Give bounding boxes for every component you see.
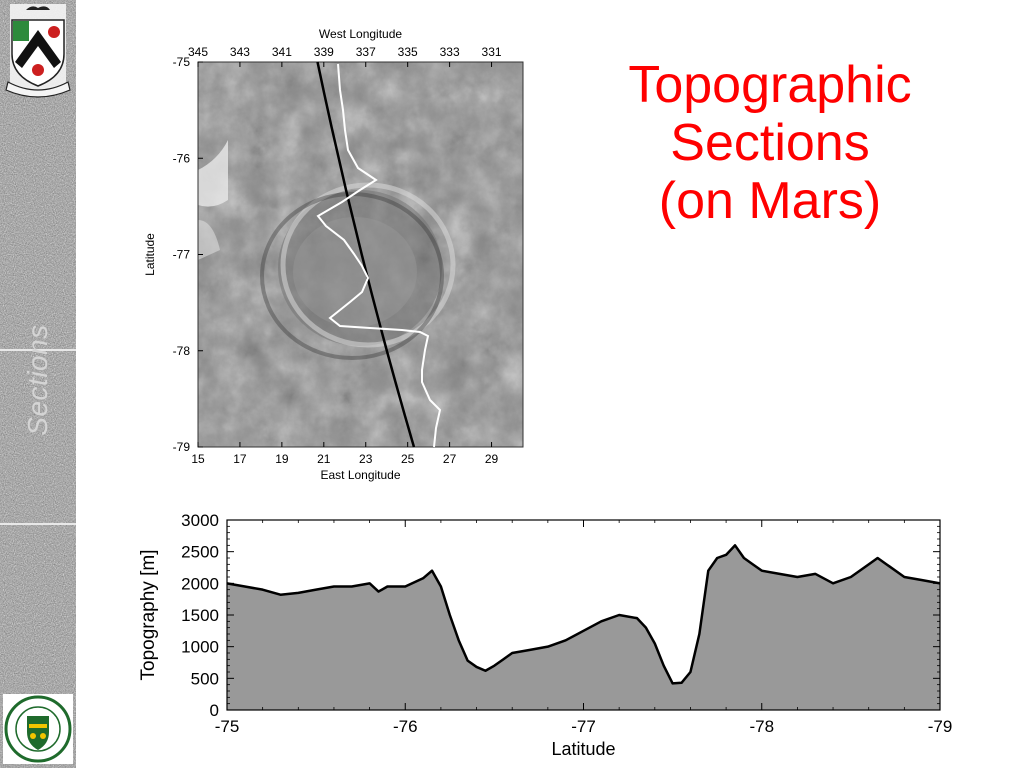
- map-y-tick-label: -79: [173, 440, 191, 454]
- map-x-tick-label: 19: [275, 452, 289, 466]
- title-line: (on Mars): [658, 172, 882, 230]
- crater-image-map: 15 17 19 21 23 25 27 29 345 343 341 339 337 335 333 331…: [143, 27, 524, 482]
- map-bottom-axis-title: East Longitude: [320, 468, 400, 482]
- profile-y-tick-label: 500: [191, 669, 219, 688]
- profile-y-tick-label: 1500: [181, 606, 219, 625]
- topography-profile-chart: 0 500 1000 1500 2000 2500 3000 -75 -76 -77 -78 -79 L…: [138, 511, 952, 759]
- profile-y-tick-label: 0: [210, 701, 219, 720]
- map-y-tick-label: -77: [173, 248, 191, 262]
- university-of-saskatchewan-logo: [3, 694, 73, 764]
- profile-y-axis-title: Topography [m]: [138, 550, 159, 681]
- profile-area: [227, 545, 940, 710]
- sidebar-divider: [0, 523, 76, 525]
- profile-x-tick-label: -78: [749, 717, 774, 736]
- map-top-tick-label: 337: [356, 45, 376, 59]
- map-top-tick-label: 343: [230, 45, 250, 59]
- profile-y-tick-label: 1000: [181, 638, 219, 657]
- slide-title: Topographic Sections (on Mars): [580, 56, 960, 230]
- title-line: Sections: [670, 114, 870, 172]
- map-y-axis-title: Latitude: [143, 233, 157, 276]
- map-top-tick-label: 331: [482, 45, 502, 59]
- map-x-tick-label: 27: [443, 452, 457, 466]
- track-line: [316, 61, 416, 448]
- profile-x-tick-label: -76: [393, 717, 418, 736]
- profile-x-tick-label: -79: [928, 717, 953, 736]
- map-x-tick-label: 23: [359, 452, 373, 466]
- profile-y-tick-label: 2000: [181, 574, 219, 593]
- sidebar-section-label: Sections: [22, 324, 53, 436]
- profile-line: [226, 544, 941, 685]
- profile-x-axis-title: Latitude: [551, 739, 615, 759]
- map-x-tick-label: 25: [401, 452, 415, 466]
- map-y-tick-label: -75: [173, 55, 191, 69]
- map-top-tick-label: 339: [314, 45, 334, 59]
- profile-x-tick-label: -77: [571, 717, 596, 736]
- granite-texture: [0, 0, 76, 768]
- map-top-tick-label: 345: [188, 45, 208, 59]
- sidebar-divider: [0, 349, 76, 351]
- map-y-tick-label: -78: [173, 344, 191, 358]
- map-x-tick-label: 15: [191, 452, 205, 466]
- profile-y-tick-label: 3000: [181, 511, 219, 530]
- profile-y-tick-label: 2500: [181, 543, 219, 562]
- profile-overlay-line: [316, 63, 442, 448]
- title-line: Topographic: [628, 56, 912, 114]
- map-top-tick-label: 333: [440, 45, 460, 59]
- map-x-tick-label: 17: [233, 452, 247, 466]
- map-x-tick-label: 21: [317, 452, 331, 466]
- map-top-axis-title: West Longitude: [319, 27, 402, 41]
- map-top-tick-label: 341: [272, 45, 292, 59]
- terrain-image: [198, 62, 523, 447]
- sidebar-panel: Sections: [0, 0, 76, 768]
- profile-x-tick-label: -75: [215, 717, 240, 736]
- map-y-tick-label: -76: [173, 151, 191, 165]
- college-crest-logo: [5, 4, 71, 98]
- map-top-tick-label: 335: [398, 45, 418, 59]
- map-axes: 15 17 19 21 23 25 27 29 345 343 341 339 337 335 333 331…: [143, 27, 502, 482]
- profile-plot: 0 500 1000 1500 2000 2500 3000 -75 -76 -77 -78 -79 L…: [138, 511, 952, 759]
- map-x-tick-label: 29: [485, 452, 499, 466]
